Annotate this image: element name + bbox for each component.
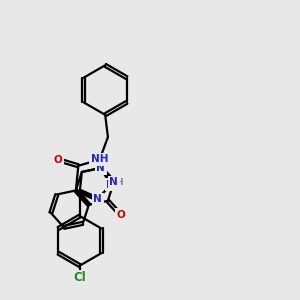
Text: O: O bbox=[54, 155, 62, 165]
Text: O: O bbox=[116, 210, 125, 220]
Text: H: H bbox=[116, 178, 123, 187]
Text: Cl: Cl bbox=[74, 272, 86, 284]
Text: NH: NH bbox=[91, 154, 108, 164]
Text: N: N bbox=[93, 194, 102, 204]
Text: N: N bbox=[97, 163, 105, 173]
Text: N: N bbox=[106, 180, 115, 190]
Text: N: N bbox=[110, 177, 118, 188]
